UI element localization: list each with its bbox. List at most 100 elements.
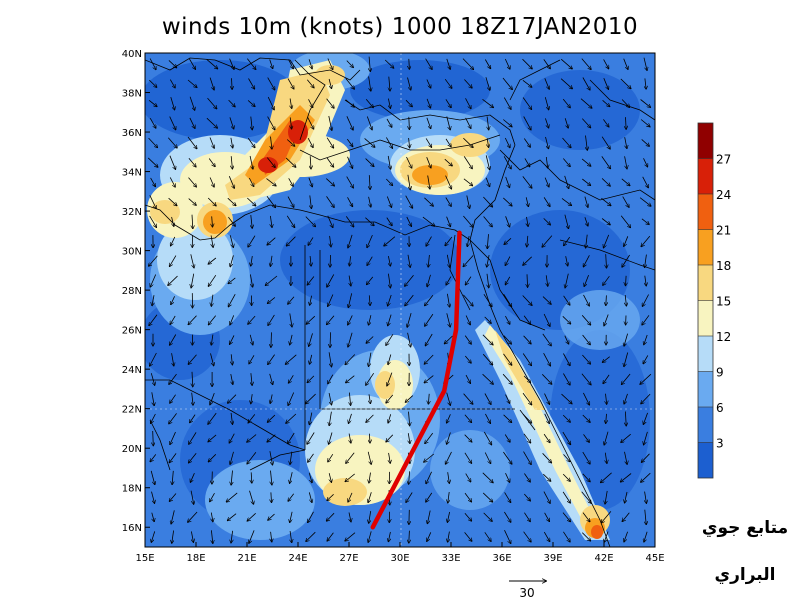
wind-vector [624,393,628,404]
wind-vector [405,395,414,403]
wind-vector [407,77,411,90]
wind-vector [326,157,333,167]
wind-vector [192,371,193,387]
wind-vector [464,434,472,442]
wind-vector [328,453,334,462]
wind-vector [306,393,316,404]
wind-vector [426,98,430,108]
wind-vector [427,274,431,287]
wind-vector [645,78,646,89]
wind-vector [229,433,235,443]
wind-vector [288,296,295,304]
wind-vector [288,432,295,444]
colorbar-label: 9 [716,366,724,380]
latitude-label: 28N [122,286,142,297]
wind-vector [425,58,432,70]
wind-vector [288,493,295,501]
wind-vector [426,236,432,246]
wind-vector [309,412,313,425]
wind-vector [546,275,548,286]
wind-vector [308,511,314,523]
wind-vector [271,136,272,149]
wind-vector [346,60,353,68]
wind-vector [464,492,471,502]
wind-vector [544,78,549,89]
wind-vector [206,58,218,68]
wind-vector [386,217,392,226]
wind-vector [504,530,511,543]
wind-vector [389,76,390,91]
wind-vector [561,198,571,205]
colorbar-label: 18 [716,259,731,273]
wind-vector [349,392,350,406]
wind-vector [347,156,353,168]
wind-vector [407,312,412,327]
wind-vector [624,352,629,367]
wind-vector [228,176,234,188]
wind-vector [564,118,568,128]
wind-vector [211,294,213,306]
wind-vector [620,78,631,89]
colorbar-segment [698,300,713,336]
wind-vector [563,295,570,305]
wind-vector [624,333,628,346]
wind-vector [229,235,233,247]
wind-vector [230,315,235,324]
wind-vector [564,175,569,189]
wind-vector [524,158,530,166]
wind-vector [405,294,414,306]
wind-vector [644,531,648,542]
wind-vector [604,234,610,248]
wind-vector [170,255,177,267]
wind-vector [231,156,232,169]
wind-vector [247,451,257,464]
wind-vector [151,491,155,504]
wind-vector [582,334,591,345]
wind-vector [527,235,528,247]
wind-vector [622,373,631,384]
wind-vector [271,470,272,485]
wind-vector [169,116,176,130]
wind-vector [386,178,392,185]
longitude-label: 24E [288,553,307,564]
wind-vector [503,197,512,206]
wind-vector [388,294,392,306]
wind-vector [447,432,451,445]
wind-vector [406,492,413,503]
wind-vector [606,413,607,423]
wind-vector [522,79,532,87]
wind-vector [148,137,158,147]
wind-vector [388,273,390,288]
wind-vector [522,176,532,188]
wind-vector [364,138,375,147]
wind-vector [542,333,551,346]
wind-vector [247,137,255,147]
wind-vector [621,178,630,186]
wind-vector [543,491,550,504]
latitude-label: 26N [122,326,142,337]
wind-vector [170,334,177,346]
wind-vector [251,116,252,130]
wind-vector [504,492,511,502]
wind-vector [543,197,550,206]
wind-vector [266,178,276,186]
wind-vector [407,254,410,267]
wind-vector [484,316,491,323]
colorbar-segment [698,123,713,159]
wind-vector [641,472,651,482]
wind-vector [387,155,390,169]
wind-vector [601,197,610,205]
wind-vector [426,471,432,484]
wind-vector [621,99,629,108]
wind-vector [523,256,532,265]
wind-vector [644,334,648,345]
wind-vector [566,256,568,266]
wind-vector [642,315,650,325]
wind-vector [483,293,492,306]
wind-vector [505,315,509,324]
wind-vector [367,256,373,266]
colorbar-segment [698,194,713,230]
wind-vector [251,215,252,228]
wind-vector [308,453,314,462]
wind-vector [188,511,198,522]
